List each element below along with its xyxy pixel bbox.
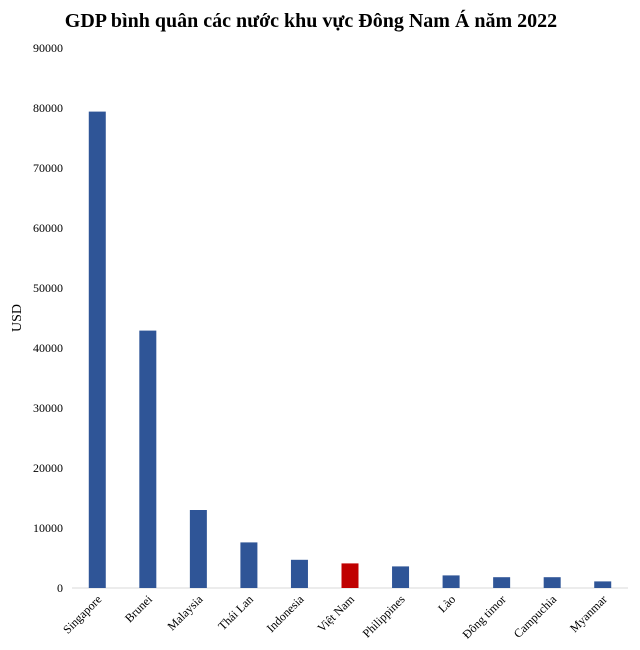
x-tick-label: Campuchia — [511, 592, 560, 641]
x-tick-label: Indonesia — [264, 592, 307, 635]
y-tick-label: 0 — [57, 581, 63, 595]
y-tick-label: 20000 — [33, 461, 63, 475]
bar-myanmar — [594, 581, 612, 588]
x-tick-label: Thái Lan — [215, 592, 256, 633]
y-tick-label: 80000 — [33, 101, 63, 115]
bar-thái-lan — [240, 542, 258, 588]
x-tick-label: Lào — [435, 592, 458, 615]
bar-lào — [442, 575, 460, 588]
chart-title: GDP bình quân các nước khu vực Đông Nam … — [65, 9, 557, 32]
y-tick-label: 70000 — [33, 161, 63, 175]
bar-philippines — [392, 566, 410, 588]
bar-malaysia — [189, 510, 207, 588]
bar-indonesia — [290, 559, 308, 588]
x-tick-label: Singapore — [60, 592, 104, 636]
y-tick-label: 60000 — [33, 221, 63, 235]
y-tick-label: 50000 — [33, 281, 63, 295]
bars-group — [88, 111, 612, 588]
bar-singapore — [88, 111, 106, 588]
x-tick-label: Việt Nam — [315, 592, 358, 635]
x-tick-label: Brunei — [122, 592, 155, 625]
y-tick-label: 10000 — [33, 521, 63, 535]
bar-đông-timor — [493, 577, 511, 588]
x-tick-label: Đông timor — [459, 592, 508, 641]
x-tick-label: Malaysia — [164, 592, 205, 633]
y-tick-label: 30000 — [33, 401, 63, 415]
bar-campuchia — [543, 577, 561, 588]
x-tick-label: Philippines — [360, 592, 408, 640]
bar-brunei — [139, 330, 157, 588]
y-axis-ticks: 0 10000 20000 30000 40000 50000 60000 70000 8000… — [33, 41, 63, 595]
x-axis-ticks: Singapore Brunei Malaysia Thái Lan Indonesia… — [60, 592, 610, 642]
y-tick-label: 40000 — [33, 341, 63, 355]
x-tick-label: Myanmar — [567, 592, 610, 635]
bar-việt-nam — [341, 563, 359, 588]
y-axis-label: USD — [10, 304, 25, 332]
y-tick-label: 90000 — [33, 41, 63, 55]
